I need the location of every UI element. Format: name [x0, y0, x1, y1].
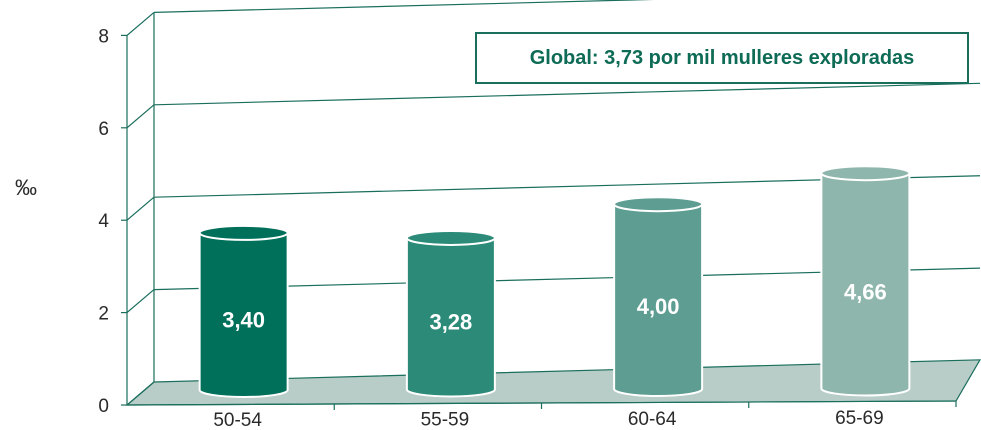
y-tick-label-8: 8 — [98, 26, 109, 47]
x-tick-label-50-54: 50-54 — [213, 410, 262, 430]
data-label-65-69: 4,66 — [844, 280, 887, 305]
x-tick-label-60-64: 60-64 — [628, 409, 677, 430]
y-tick-label-2: 2 — [98, 304, 109, 325]
y-depth-line-8 — [126, 11, 155, 36]
data-label-50-54: 3,40 — [222, 307, 265, 332]
y-depth-line-0 — [126, 381, 155, 406]
y-tick-label-6: 6 — [98, 119, 109, 140]
y-tick-label-0: 0 — [98, 396, 109, 417]
y-axis-label: ‰ — [15, 175, 37, 200]
y-depth-line-6 — [126, 104, 155, 129]
bar-55-59 — [405, 236, 496, 398]
y-depth-line-2 — [126, 289, 155, 314]
x-tick-label-65-69: 65-69 — [835, 408, 884, 429]
bar-50-54 — [198, 231, 289, 398]
data-label-60-64: 4,00 — [637, 294, 680, 319]
bar-top-55-59 — [405, 229, 496, 246]
gridline-8 — [153, 0, 655, 13]
bar-top-65-69 — [820, 165, 911, 182]
bar-60-64 — [613, 203, 704, 397]
x-axis-line — [126, 400, 957, 406]
axes — [121, 11, 957, 411]
data-label-55-59: 3,28 — [429, 309, 472, 334]
global-rate-annotation: Global: 3,73 por mil mulleres exploradas — [475, 32, 969, 84]
bar-65-69 — [820, 172, 911, 397]
y-depth-line-4 — [126, 196, 155, 221]
bars — [198, 165, 911, 398]
x-tick-label-55-59: 55-59 — [421, 409, 470, 430]
labels: 0 2 4 6 8 ‰ 3,40 50-54 3,28 55-59 4,00 60-64 4,66 65-… — [15, 26, 887, 430]
bar-top-60-64 — [613, 196, 704, 213]
gridline-6 — [153, 82, 981, 106]
bar-top-50-54 — [198, 224, 289, 241]
y-tick-label-4: 4 — [98, 211, 109, 232]
